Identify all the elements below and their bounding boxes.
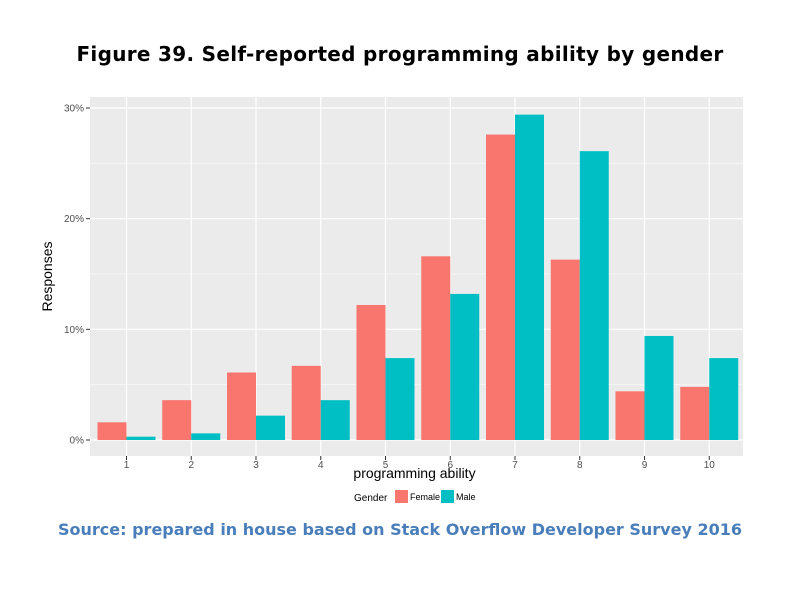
bar-male-3 (256, 415, 285, 440)
x-tick-label: 4 (318, 460, 324, 471)
x-tick-label: 1 (124, 460, 130, 471)
x-tick-label: 10 (704, 460, 716, 471)
legend-swatch-male (441, 490, 454, 503)
legend: Gender Female Male (354, 490, 476, 504)
x-tick-label: 9 (642, 460, 648, 471)
bar-female-6 (421, 256, 451, 440)
bar-female-5 (356, 304, 386, 440)
bar-male-9 (644, 335, 674, 440)
bars (97, 114, 739, 440)
grid-minor (90, 162, 743, 386)
x-tick-label: 6 (447, 460, 453, 471)
legend-label-male: Male (456, 492, 476, 502)
legend-label-female: Female (410, 492, 440, 502)
figure-title: Figure 39. Self-reported programming abi… (76, 42, 724, 66)
bar-female-7 (486, 134, 515, 440)
x-tick-label: 8 (577, 460, 583, 471)
legend-title: Gender (354, 493, 388, 504)
y-tick-label: 30% (64, 104, 84, 115)
bar-female-8 (550, 259, 580, 440)
y-tick-label: 0% (70, 436, 85, 447)
bar-female-4 (291, 365, 321, 440)
y-axis: 0% 10% 20% 30% (64, 104, 90, 447)
y-axis-label: Responses (39, 241, 55, 311)
bar-female-2 (162, 400, 192, 440)
x-tick-label: 3 (253, 460, 259, 471)
bar-male-5 (385, 358, 415, 440)
bar-female-1 (97, 422, 127, 440)
x-tick-label: 2 (188, 460, 194, 471)
bar-female-3 (227, 372, 256, 440)
legend-swatch-female (395, 490, 408, 503)
bar-male-10 (709, 358, 739, 440)
bar-female-10 (680, 386, 710, 440)
bar-female-9 (615, 391, 645, 440)
x-axis: 1 2 3 4 5 6 7 8 9 10 (124, 456, 716, 471)
bar-male-8 (579, 151, 609, 440)
y-tick-label: 10% (64, 325, 84, 336)
bar-male-6 (450, 293, 480, 440)
figure-source: Source: prepared in house based on Stack… (58, 520, 742, 539)
x-tick-label: 7 (512, 460, 518, 471)
bar-male-7 (515, 114, 544, 440)
y-tick-label: 20% (64, 214, 84, 225)
bar-male-2 (191, 433, 221, 440)
x-axis-label: programming ability (353, 465, 475, 481)
bar-male-4 (320, 400, 350, 440)
bar-male-1 (126, 436, 156, 440)
x-tick-label: 5 (383, 460, 389, 471)
